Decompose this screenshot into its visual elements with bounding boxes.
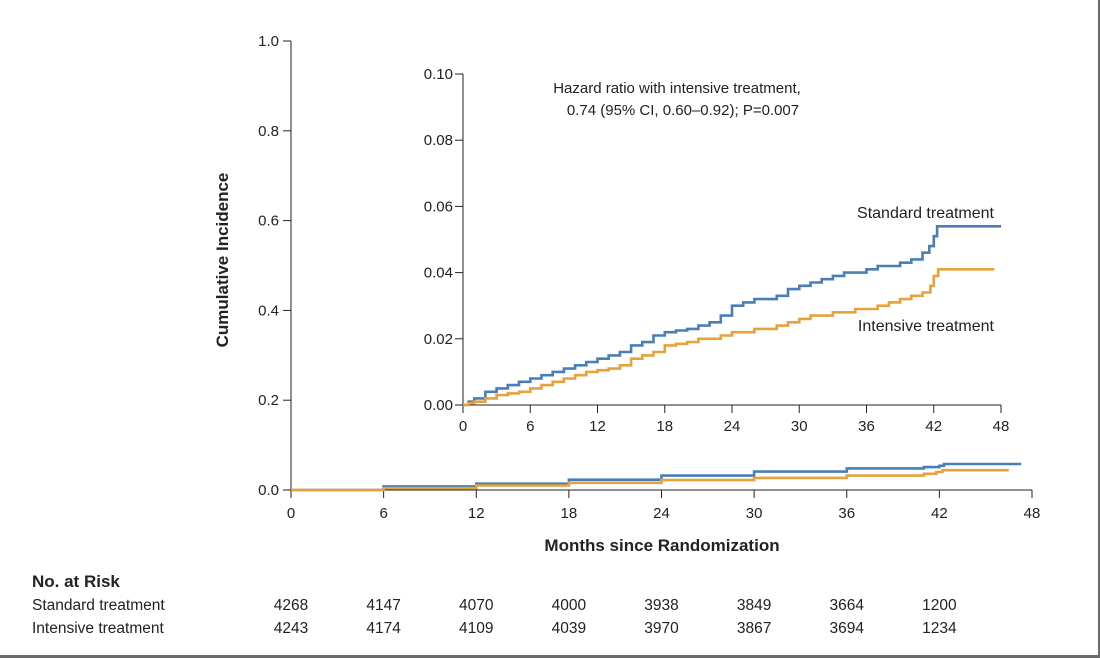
risk-value: 1200 — [922, 597, 957, 614]
inset-x-ticks: 0 6 12 18 24 30 36 42 48 — [459, 405, 1010, 435]
inset-x-tick-label: 0 — [459, 418, 467, 435]
risk-value: 4000 — [552, 597, 587, 614]
risk-value: 4147 — [366, 597, 400, 614]
main-y-tick-label: 0.2 — [258, 392, 279, 409]
hazard-ratio-note-line-2: 0.74 (95% CI, 0.60–0.92); P=0.007 — [567, 102, 799, 119]
main-x-tick-label: 24 — [653, 505, 670, 522]
main-y-tick-label: 0.4 — [258, 302, 279, 319]
main-chart: 0 6 12 18 24 30 36 42 48 0.0 0.2 0.4 0.6 0.8 1.0 Mont… — [213, 33, 1040, 555]
main-x-tick-label: 18 — [561, 505, 578, 522]
main-series-line-intensive — [291, 468, 1009, 492]
main-x-tick-label: 6 — [379, 505, 387, 522]
main-series — [291, 462, 1022, 492]
risk-values: 4268 4147 4070 4000 3938 3849 3664 1200 4243 4174… — [274, 597, 957, 637]
inset-series-line-standard — [463, 225, 1001, 407]
risk-value: 4268 — [274, 597, 308, 614]
main-y-tick-label: 0.0 — [258, 482, 279, 499]
risk-value: 3867 — [737, 620, 771, 637]
risk-value: 4039 — [552, 620, 586, 637]
inset-x-tick-label: 42 — [925, 418, 942, 435]
main-series-line-standard — [291, 462, 1022, 492]
hazard-ratio-note-line-1: Hazard ratio with intensive treatment, — [553, 80, 801, 97]
risk-value: 4109 — [459, 620, 493, 637]
risk-table-title: No. at Risk — [32, 572, 120, 591]
risk-row-label-intensive: Intensive treatment — [32, 620, 165, 637]
inset-x-tick-label: 48 — [993, 418, 1010, 435]
risk-value: 3970 — [644, 620, 679, 637]
risk-value: 1234 — [922, 620, 957, 637]
inset-y-tick-label: 0.08 — [424, 132, 453, 149]
inset-x-tick-label: 6 — [526, 418, 534, 435]
inset-y-tick-label: 0.02 — [424, 331, 453, 348]
risk-value: 4070 — [459, 597, 494, 614]
inset-y-tick-label: 0.06 — [424, 198, 453, 215]
inset-x-tick-label: 18 — [656, 418, 673, 435]
inset-y-tick-label: 0.00 — [424, 397, 453, 414]
main-x-tick-label: 0 — [287, 505, 295, 522]
risk-value: 4174 — [366, 620, 401, 637]
main-y-tick-label: 0.8 — [258, 123, 279, 140]
inset-x-tick-label: 36 — [858, 418, 875, 435]
y-axis-label: Cumulative Incidence — [213, 173, 232, 348]
risk-row-label-standard: Standard treatment — [32, 597, 165, 614]
main-x-tick-label: 42 — [931, 505, 948, 522]
risk-value: 3849 — [737, 597, 771, 614]
inset-series-line-intensive — [463, 268, 995, 407]
inset-y-ticks: 0.00 0.02 0.04 0.06 0.08 0.10 — [424, 66, 463, 414]
risk-value: 3938 — [644, 597, 678, 614]
inset-x-tick-label: 12 — [589, 418, 606, 435]
main-x-tick-label: 12 — [468, 505, 485, 522]
risk-value: 3664 — [830, 597, 865, 614]
risk-table: No. at Risk Standard treatment Intensive… — [32, 572, 957, 637]
inset-chart: 0 6 12 18 24 30 36 42 48 0.00 0.02 0.04 0.06 0.08 0.1… — [424, 66, 1010, 435]
standard-treatment-label: Standard treatment — [857, 205, 995, 222]
x-axis-label: Months since Randomization — [544, 536, 779, 555]
inset-y-tick-label: 0.04 — [424, 265, 453, 282]
risk-value: 4243 — [274, 620, 308, 637]
main-x-tick-label: 30 — [746, 505, 763, 522]
main-y-ticks: 0.0 0.2 0.4 0.6 0.8 1.0 — [258, 33, 291, 499]
inset-x-tick-label: 30 — [791, 418, 808, 435]
inset-series — [463, 225, 1001, 407]
main-x-ticks: 0 6 12 18 24 30 36 42 48 — [287, 490, 1041, 522]
risk-value: 3694 — [830, 620, 865, 637]
main-y-tick-label: 1.0 — [258, 33, 279, 50]
main-y-tick-label: 0.6 — [258, 213, 279, 230]
inset-x-tick-label: 24 — [724, 418, 741, 435]
inset-y-tick-label: 0.10 — [424, 66, 453, 83]
intensive-treatment-label: Intensive treatment — [858, 318, 995, 335]
main-x-tick-label: 36 — [838, 505, 855, 522]
main-x-tick-label: 48 — [1024, 505, 1041, 522]
